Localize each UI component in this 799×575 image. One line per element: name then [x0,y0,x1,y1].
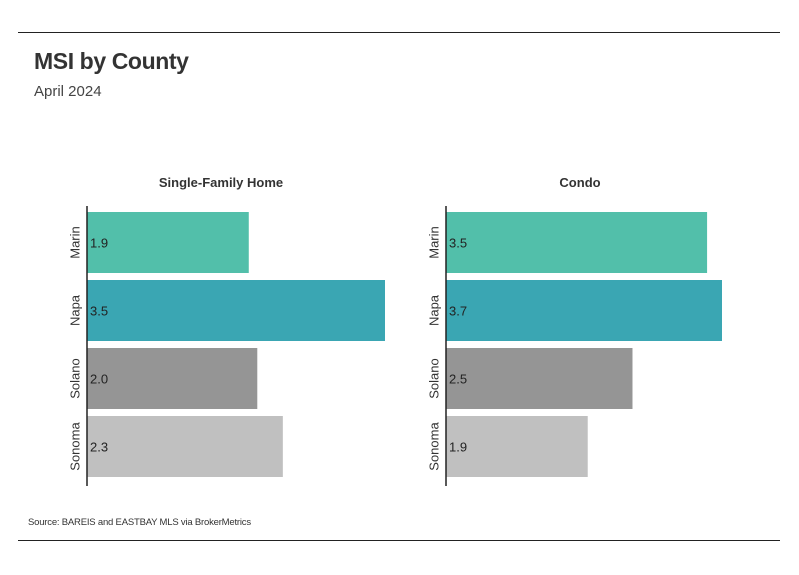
bar-condo-sonoma [446,416,588,477]
value-label-condo-marin: 3.5 [449,236,467,251]
bar-condo-napa [446,280,722,341]
category-label-condo-solano: Solano [427,358,442,398]
value-label-condo-solano: 2.5 [449,372,467,387]
value-label-condo-sonoma: 1.9 [449,440,467,455]
value-label-single-family-home-marin: 1.9 [90,236,108,251]
category-label-condo-sonoma: Sonoma [427,422,442,471]
top-rule [18,32,780,33]
value-label-single-family-home-solano: 2.0 [90,372,108,387]
value-label-single-family-home-sonoma: 2.3 [90,440,108,455]
bar-single-family-home-sonoma [87,416,283,477]
value-label-single-family-home-napa: 3.5 [90,304,108,319]
category-label-single-family-home-sonoma: Sonoma [68,422,83,471]
category-label-condo-marin: Marin [427,226,442,259]
bar-condo-marin [446,212,708,273]
source-note: Source: BAREIS and EASTBAY MLS via Broke… [28,517,251,528]
value-label-condo-napa: 3.7 [449,304,467,319]
bar-single-family-home-napa [87,280,385,341]
category-label-condo-napa: Napa [427,294,442,326]
bottom-rule [18,540,780,541]
category-label-single-family-home-marin: Marin [68,226,83,259]
panel-title-condo: Condo [559,175,600,190]
bar-single-family-home-marin [87,212,249,273]
panel-title-single-family-home: Single-Family Home [159,175,283,190]
category-label-single-family-home-solano: Solano [68,358,83,398]
chart-subtitle: April 2024 [34,83,102,100]
bar-condo-solano [446,348,633,409]
chart-title: MSI by County [34,48,189,74]
category-label-single-family-home-napa: Napa [68,294,83,326]
bar-single-family-home-solano [87,348,258,409]
